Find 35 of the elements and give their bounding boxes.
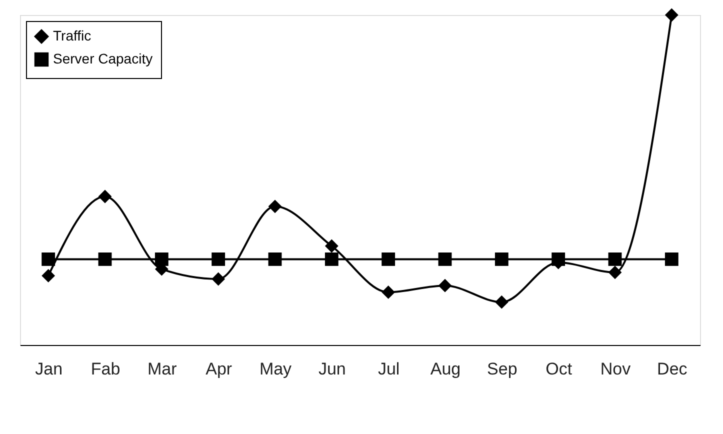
point [212, 252, 226, 266]
point [382, 285, 396, 299]
x-tick-label: Oct [546, 360, 572, 378]
x-tick-label: May [259, 360, 292, 378]
point [324, 239, 338, 253]
point [268, 200, 282, 214]
point [98, 252, 112, 266]
point [324, 252, 338, 266]
x-tick-label: Aug [430, 360, 461, 378]
point [268, 252, 282, 266]
x-tick-label: Dec [657, 360, 688, 378]
x-tick-label: Sep [487, 360, 518, 378]
x-tick-label: Mar [148, 360, 178, 378]
point [608, 252, 622, 266]
point [98, 190, 112, 204]
legend-label: Server Capacity [53, 50, 153, 66]
point [438, 252, 452, 266]
x-tick-label: Jun [318, 360, 346, 378]
point [494, 252, 508, 266]
point [664, 8, 678, 22]
legend-label: Traffic [53, 28, 92, 44]
point [664, 252, 678, 266]
point [382, 252, 396, 266]
point [494, 295, 508, 309]
x-tick-label: Jan [35, 360, 63, 378]
point [154, 252, 168, 266]
point [608, 266, 622, 280]
point [42, 252, 56, 266]
point [212, 272, 226, 286]
x-tick-label: Fab [90, 360, 120, 378]
x-tick-label: Nov [600, 360, 632, 378]
x-tick-label: Jul [378, 360, 400, 378]
point [42, 268, 56, 282]
point [438, 278, 452, 292]
x-tick-label: Apr [206, 360, 232, 378]
